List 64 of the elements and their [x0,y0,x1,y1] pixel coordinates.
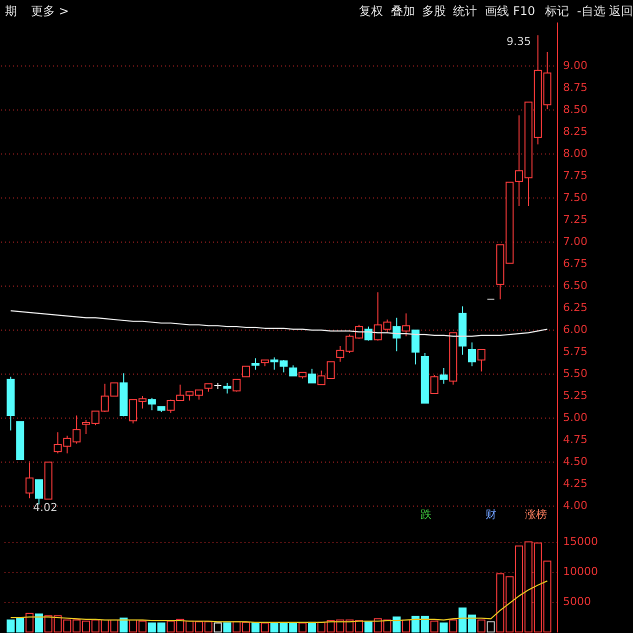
annotation: 4.02 [33,501,58,514]
y-tick-label: 4.50 [563,455,588,468]
y-tick-label: 6.50 [563,279,588,292]
y-tick-label: 5.00 [563,411,588,424]
y-tick-label: 5.75 [563,345,588,358]
candlestick [242,366,250,378]
text: 叠加 [391,4,415,18]
bar [440,622,448,632]
text: 复权 [359,4,383,18]
bar [364,621,372,632]
text: F10 [513,4,536,18]
line-series [10,580,548,623]
y-tick-label: 6.75 [563,257,588,270]
candlestick [26,460,34,499]
text: 统计 [453,4,477,18]
text: 画线 [485,4,509,18]
annotation: 跌 [420,508,432,521]
bar [223,622,232,632]
y-tick-label: 4.00 [563,499,588,512]
y-tick-label: 7.00 [563,235,588,248]
candlestick [440,367,448,384]
candlestick [223,382,232,394]
y-tick-label: 5000 [563,594,591,608]
y-tick-label: 5.25 [563,389,588,402]
y-tick-label: 15000 [563,534,598,548]
y-tick-label: 4.25 [563,477,588,490]
candlestick [468,342,476,367]
y-tick-label: 10000 [563,564,598,578]
y-tick-label: 9.00 [563,59,588,72]
candlestick [251,358,260,370]
text: 多股 [422,4,446,18]
bar [120,618,128,632]
text: 标记 [544,4,569,18]
candlestick [289,364,298,376]
bar [251,622,260,632]
bar [308,622,316,632]
y-tick-label: 5.50 [563,367,588,380]
candlestick [412,330,420,365]
y-tick-label: 8.25 [563,125,588,138]
candlestick [232,378,241,392]
candlestick [402,312,410,337]
candlestick [392,317,401,352]
text: -自选 [577,4,606,18]
annotation: 财 [486,508,496,521]
y-tick-label: 6.25 [563,301,588,314]
bar [392,616,401,632]
y-tick-label: 6.00 [563,323,588,336]
y-tick-label: 8.50 [563,103,588,116]
annotation: 9.35 [506,35,531,48]
candlestick [308,368,316,384]
bar [34,613,43,632]
y-tick-label: 4.75 [563,433,588,446]
y-tick-label: 7.50 [563,191,588,204]
text: 更多 > [31,4,69,18]
candlestick [430,374,438,394]
annotation: 涨榜 [525,508,547,521]
y-tick-label: 8.00 [563,147,588,160]
y-tick-label: 7.25 [563,213,588,226]
candlestick [148,397,156,411]
y-tick-label: 7.75 [563,169,588,182]
y-tick-label: 8.75 [563,81,588,94]
candlestick [477,348,486,372]
text: 返回 [609,4,633,18]
text: 期 [5,4,17,18]
